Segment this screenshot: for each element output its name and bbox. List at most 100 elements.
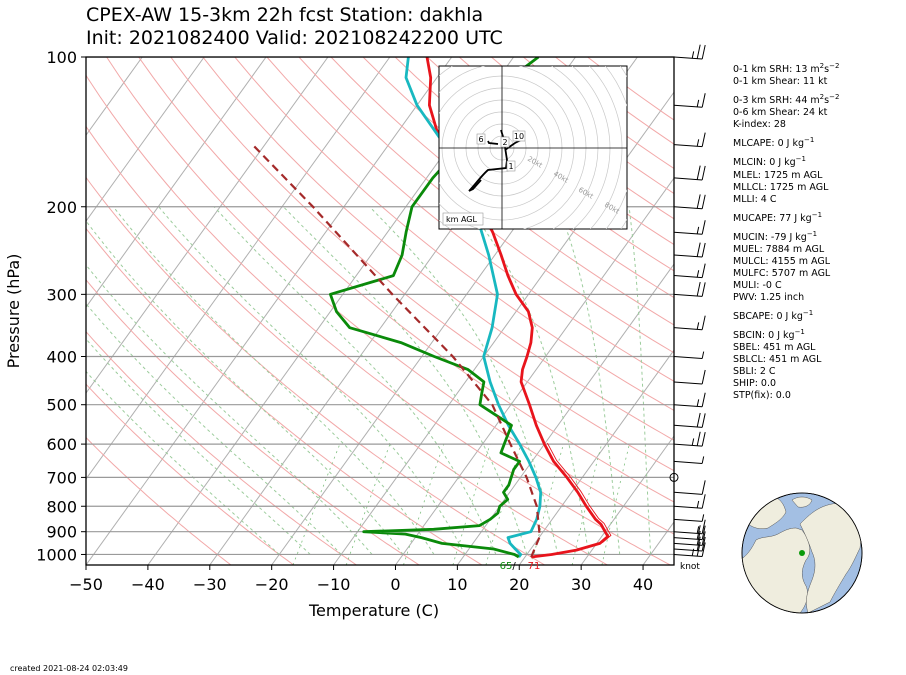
stat-text: K-index: 28 — [733, 119, 786, 131]
dry-adiabat — [86, 125, 608, 565]
stat-exponent: −1 — [806, 229, 818, 238]
wind-barbs — [669, 44, 706, 558]
hodograph-units: km AGL — [446, 215, 478, 224]
x-tick-label: 40 — [633, 575, 653, 594]
stat-line: MULCL: 4155 m AGL — [733, 256, 839, 268]
y-tick-label: 900 — [46, 523, 77, 542]
y-tick-label: 300 — [46, 285, 77, 304]
stat-line: 0-6 km Shear: 24 kt — [733, 107, 839, 119]
isotherm — [86, 57, 267, 308]
mixing-ratio-line — [485, 443, 522, 565]
background-lines — [86, 57, 674, 565]
stat-line: STP(fix): 0.0 — [733, 390, 839, 402]
station-marker — [799, 550, 805, 556]
wind-barb — [673, 351, 705, 360]
dry-adiabat — [362, 57, 674, 299]
stat-text: SBCIN: 0 J kg — [733, 330, 795, 342]
y-tick-label: 700 — [46, 468, 77, 487]
virtual-temperature-line — [534, 442, 612, 557]
chart-title-line1: CPEX-AW 15-3km 22h fcst Station: dakhla — [86, 4, 484, 26]
wind-barb — [673, 392, 706, 408]
stat-text: 0-1 km SRH: 13 m — [733, 64, 820, 76]
stat-line: MLCIN: 0 J kg−1 — [733, 153, 839, 169]
x-tick-label: −30 — [193, 575, 227, 594]
stat-line: 0-1 km SRH: 13 m2s−2 — [733, 60, 839, 76]
hodograph-height-label: 2 — [502, 138, 507, 147]
x-axis-label: Temperature (C) — [308, 601, 439, 620]
x-tick-label: −50 — [69, 575, 103, 594]
stat-text: MLLI: 4 C — [733, 193, 777, 205]
y-tick-label: 1000 — [36, 545, 77, 564]
moist-adiabat — [113, 206, 435, 555]
hodograph-height-label: 1 — [508, 162, 513, 171]
isotherm — [580, 435, 674, 565]
stat-line: MLLI: 4 C — [733, 194, 839, 206]
stat-line: 0-1 km Shear: 11 kt — [733, 76, 839, 88]
stat-text: MULI: -0 C — [733, 279, 782, 291]
stat-exponent: −1 — [802, 308, 814, 317]
moist-adiabat — [557, 206, 621, 555]
x-tick-label: −40 — [131, 575, 165, 594]
stat-line: MULI: -0 C — [733, 280, 839, 292]
stat-exponent: 2 — [819, 62, 825, 70]
moist-adiabat — [86, 264, 373, 555]
stat-line: K-index: 28 — [733, 119, 839, 131]
isotherm — [395, 177, 674, 565]
stat-text: 0-1 km Shear: 11 kt — [733, 76, 828, 88]
surface-dewpoint-label: 65 — [500, 561, 513, 572]
moist-adiabat — [628, 206, 652, 555]
stat-text: MLCAPE: 0 J kg — [733, 138, 804, 150]
dry-adiabat — [170, 57, 674, 472]
wind-barb — [673, 44, 706, 60]
stat-text: SHIP: 0.0 — [733, 378, 777, 390]
mixing-ratio-line — [292, 443, 341, 565]
wind-barb — [673, 519, 706, 535]
stat-text: PWV: 1.25 inch — [733, 291, 805, 303]
wind-barb — [673, 263, 706, 279]
stat-unit: s — [824, 95, 830, 107]
wind-units-label: knot — [680, 562, 700, 572]
stat-line: MUCAPE: 77 J kg−1 — [733, 209, 839, 225]
moist-adiabat — [467, 206, 590, 555]
stat-text: SBCAPE: 0 J kg — [733, 311, 803, 323]
stat-exponent: −1 — [794, 328, 805, 337]
moist-adiabat — [86, 370, 280, 555]
wind-barb — [673, 132, 706, 148]
x-tick-label: −10 — [317, 575, 351, 594]
plot-frame — [85, 56, 675, 566]
dry-adiabat — [106, 57, 674, 535]
y-tick-label: 500 — [46, 396, 77, 415]
stat-line: MLEL: 1725 m AGL — [733, 170, 839, 182]
wind-barb — [673, 242, 706, 258]
sounding-indices-panel: 0-1 km SRH: 13 m2s−2 0-1 km Shear: 11 kt 0… — [733, 57, 839, 402]
stat-line: MUEL: 7884 m AGL — [733, 244, 839, 256]
dry-adiabat — [86, 279, 420, 565]
stat-text: MULFC: 5707 m AGL — [733, 267, 831, 279]
dry-adiabat — [138, 57, 674, 503]
wind-barb — [669, 472, 679, 482]
y-tick-label: 600 — [46, 435, 77, 454]
surface-label-separator: / — [512, 561, 516, 572]
wind-barb — [673, 369, 706, 385]
created-timestamp: created 2021-08-24 02:03:49 — [10, 664, 128, 673]
stat-line: SBEL: 451 m AGL — [733, 342, 839, 354]
wind-barb — [673, 165, 706, 181]
wind-barb — [673, 431, 706, 447]
parcel-line — [251, 143, 541, 558]
stat-exponent: 2 — [819, 93, 825, 102]
isotherm — [86, 57, 205, 222]
chart-title-line2: Init: 2021082400 Valid: 202108242200 UTC — [86, 27, 503, 49]
stat-line: PWV: 1.25 inch — [733, 292, 839, 304]
y-tick-label: 800 — [46, 497, 77, 516]
mixing-ratio-line — [403, 443, 445, 565]
moist-adiabat — [283, 206, 528, 555]
isotherm — [518, 349, 674, 565]
dry-adiabat — [234, 57, 674, 412]
mixing-ratio-line — [345, 443, 391, 565]
stat-text: SBEL: 451 m AGL — [733, 342, 816, 354]
stat-line: MULFC: 5707 m AGL — [733, 268, 839, 280]
stat-line: MUCIN: -79 J kg−1 — [733, 228, 839, 244]
stat-line: SBCAPE: 0 J kg−1 — [733, 307, 839, 323]
